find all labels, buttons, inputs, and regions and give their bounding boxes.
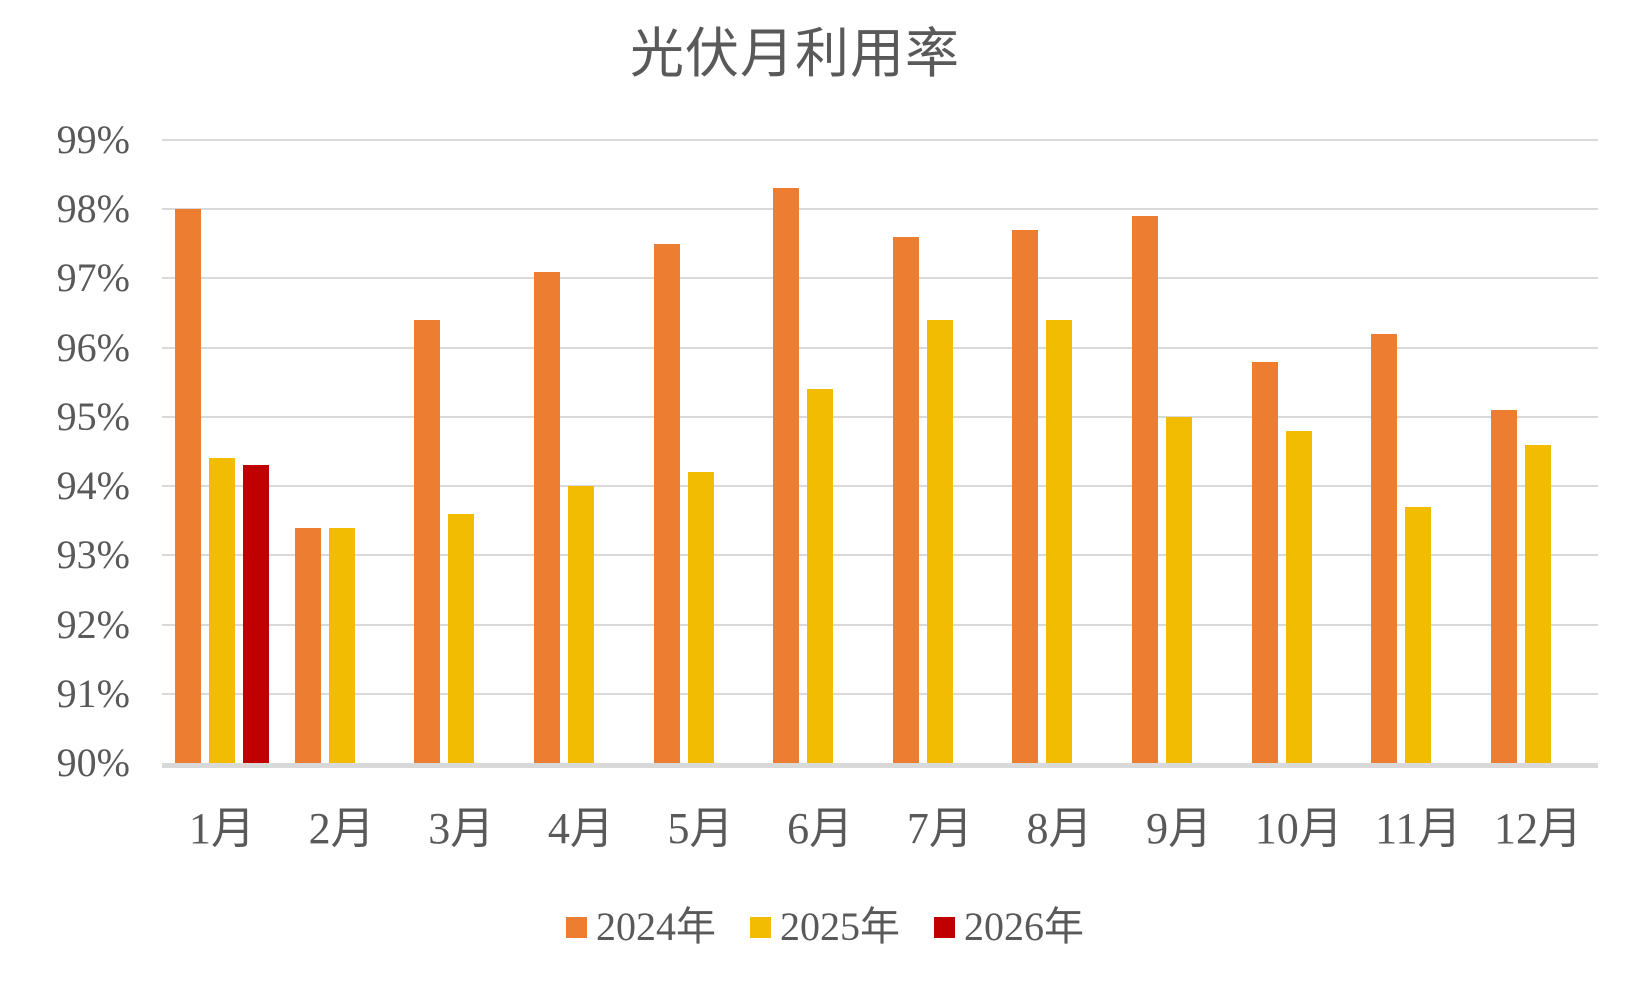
legend-item-2024年[interactable]: 2024年 [566,905,716,949]
bar-2025年-7月[interactable] [926,319,953,763]
legend-label: 2025年 [780,904,900,949]
bar-2025年-12月[interactable] [1524,444,1551,763]
bar-2025年-5月[interactable] [687,472,714,763]
bar-2024年-4月[interactable] [533,271,560,763]
gridline [162,139,1598,141]
x-tick-label: 5月 [667,804,734,853]
bar-2024年-1月[interactable] [175,209,201,763]
legend: 2024年 2025年 2026年 [0,901,1650,953]
x-tick-label: 8月 [1026,804,1093,853]
bar-2025年-6月[interactable] [807,389,834,763]
gridline [162,346,1598,349]
bar-2024年-7月[interactable] [892,236,919,763]
bar-2025年-9月[interactable] [1166,416,1193,763]
gridline [162,692,1598,695]
x-tick-label: 11月 [1375,804,1462,853]
x-tick-label: 7月 [906,804,973,853]
y-tick-label: 99% [56,117,130,162]
bar-2024年-3月[interactable] [414,319,441,763]
bar-2024年-8月[interactable] [1012,229,1039,763]
x-tick-label: 10月 [1254,804,1343,853]
x-tick-label: 6月 [787,804,854,853]
y-tick-label: 95% [56,393,130,439]
bar-2024年-12月[interactable] [1490,409,1517,763]
x-tick-label: 2月 [308,804,375,853]
x-axis-line [162,763,1598,768]
legend-item-2025年[interactable]: 2025年 [750,905,900,949]
gridline [162,208,1598,211]
legend-swatch-icon [934,916,955,938]
y-tick-label: 98% [56,186,130,232]
bar-2025年-3月[interactable] [448,513,475,763]
gridline [162,277,1598,280]
y-tick-label: 93% [56,532,130,578]
chart-title: 光伏月利用率 [630,24,960,84]
y-tick-label: 91% [56,670,130,716]
legend-swatch-icon [750,916,771,938]
legend-swatch-icon [566,916,587,938]
plot-area [162,139,1598,768]
bar-2025年-4月[interactable] [567,486,594,763]
bar-2024年-6月[interactable] [773,188,800,763]
bar-2025年-10月[interactable] [1285,430,1312,763]
y-tick-label: 97% [56,255,130,301]
bar-2024年-2月[interactable] [294,527,321,763]
bar-2025年-1月[interactable] [209,458,235,763]
y-tick-label: 94% [56,463,130,509]
y-tick-label: 96% [56,324,130,370]
bar-2024年-9月[interactable] [1132,216,1159,763]
legend-label: 2024年 [596,904,716,949]
bar-2024年-5月[interactable] [653,243,680,763]
gridline [162,554,1598,557]
bar-2025年-8月[interactable] [1046,319,1073,763]
x-tick-label: 1月 [189,804,255,853]
y-tick-label: 90% [56,740,130,785]
x-tick-label: 9月 [1146,804,1213,853]
bar-2024年-10月[interactable] [1251,361,1278,763]
y-tick-label: 92% [56,601,130,647]
gridline [162,485,1598,488]
bar-2025年-2月[interactable] [328,527,355,763]
bar-2024年-11月[interactable] [1371,333,1398,763]
x-tick-label: 4月 [547,804,614,853]
legend-label: 2026年 [964,904,1084,949]
bar-2026年-1月[interactable] [243,465,269,763]
x-tick-label: 3月 [428,804,495,853]
gridline [162,623,1598,626]
legend-item-2026年[interactable]: 2026年 [934,905,1084,949]
gridline [162,415,1598,418]
x-tick-label: 12月 [1493,804,1582,853]
bar-2025年-11月[interactable] [1405,506,1432,763]
